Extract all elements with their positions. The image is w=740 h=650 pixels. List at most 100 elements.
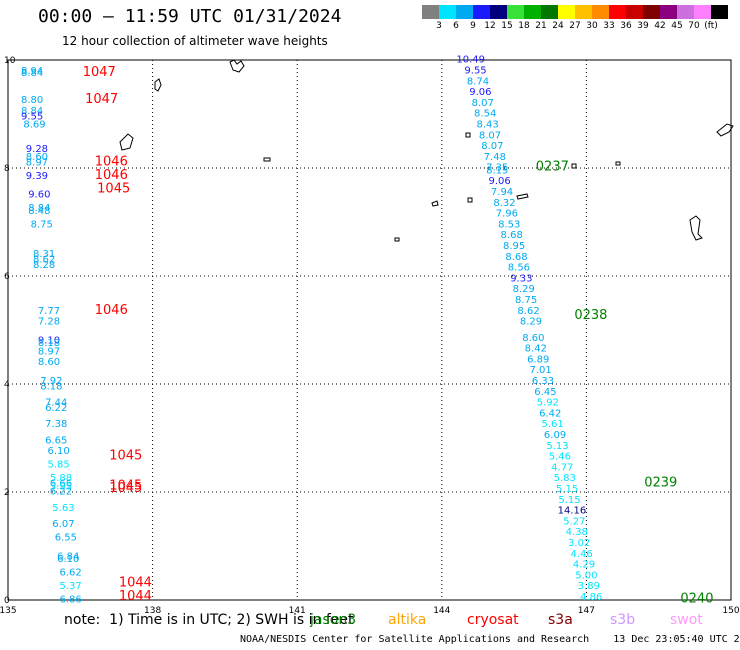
colorbar-swatch [626, 5, 643, 19]
wave-height-point: 9.06 [469, 87, 491, 98]
pass-time-label: 1046 [95, 303, 128, 318]
pass-time-label: 1045 [109, 481, 142, 496]
colorbar-swatch [694, 5, 711, 19]
colorbar-swatch [575, 5, 592, 19]
y-tick-label: 2 [4, 488, 10, 498]
wave-height-point: 6.62 [60, 568, 82, 579]
wave-height-point: 8.75 [515, 295, 537, 306]
wave-height-point: 8.97 [26, 157, 48, 168]
wave-height-point: 5.95 [50, 481, 72, 492]
wave-height-point: 8.32 [493, 198, 515, 209]
wave-height-point: 8.68 [501, 230, 523, 241]
colorbar-swatch [524, 5, 541, 19]
wave-height-point: 7.38 [45, 419, 67, 430]
wave-height-point: 5.00 [575, 570, 597, 581]
plot-frame [7, 59, 732, 601]
wave-height-point: 8.53 [498, 219, 520, 230]
y-tick-label: 10 [4, 56, 16, 66]
wave-height-point: 8.56 [508, 263, 530, 274]
legend-item-swot: swot [670, 612, 703, 628]
wave-height-point: 8.28 [33, 260, 55, 271]
wave-height-point: 5.37 [60, 581, 82, 592]
wave-height-point: 8.97 [38, 346, 60, 357]
wave-height-point: 6.84 [57, 552, 79, 563]
chart-subtitle: 12 hour collection of altimeter wave hei… [62, 34, 328, 48]
wave-height-point: 6.10 [47, 446, 69, 457]
wave-height-point: 6.22 [50, 487, 72, 498]
wave-height-point: 7.35 [486, 163, 508, 174]
wave-height-point: 8.84 [21, 106, 43, 117]
coastline-fragment [716, 123, 734, 137]
wave-height-point: 5.15 [558, 495, 580, 506]
colorbar-label: 15 [501, 21, 513, 31]
coastline-fragment [467, 197, 473, 203]
wave-height-point: 8.74 [467, 76, 489, 87]
colorbar-swatch [439, 5, 456, 19]
colorbar-label: 30 [586, 21, 598, 31]
colorbar-label: 39 [637, 21, 649, 31]
colorbar-swatch [609, 5, 626, 19]
footer-note: note: 1) Time is in UTC; 2) SWH is in fe… [64, 612, 354, 628]
wave-height-point: 6.89 [527, 354, 549, 365]
legend-item-s3b: s3b [610, 612, 636, 628]
wave-height-point: 8.54 [474, 109, 496, 120]
wave-height-point: 6.22 [45, 403, 67, 414]
wave-height-point: 9.10 [38, 336, 60, 347]
wave-height-point: 8.75 [31, 219, 53, 230]
colorbar-label: 12 [484, 21, 496, 31]
wave-height-point: 4.77 [551, 462, 573, 473]
wave-height-point: 6.07 [52, 519, 74, 530]
wave-height-point: 5.85 [47, 460, 69, 471]
wave-height-point: 6.55 [55, 533, 77, 544]
wave-height-point: 9.06 [489, 176, 511, 187]
colorbar-label: 36 [620, 21, 632, 31]
wave-height-point: 8.60 [38, 357, 60, 368]
wave-height-point: 5.15 [556, 484, 578, 495]
colorbar-label: 21 [535, 21, 547, 31]
wave-height-point: 7.77 [38, 306, 60, 317]
pass-time-label: 1044 [119, 576, 152, 591]
legend-item-jason3: jason3 [310, 612, 357, 628]
wave-height-point: 8.31 [33, 249, 55, 260]
colorbar-swatch [473, 5, 490, 19]
wave-height-point: 3.02 [568, 538, 590, 549]
colorbar-swatch [456, 5, 473, 19]
wave-height-point: 8.60 [522, 333, 544, 344]
pass-time-label: 0239 [644, 476, 677, 491]
wave-height-point: 4.38 [566, 527, 588, 538]
coastline-fragment [689, 215, 703, 241]
x-tick-label: 141 [289, 606, 306, 616]
wave-height-point: 8.07 [472, 98, 494, 109]
pass-time-label: 0240 [680, 592, 713, 607]
y-tick-label: 4 [4, 380, 10, 390]
wave-height-point: 8.68 [505, 252, 527, 263]
pass-time-label: 1044 [119, 589, 152, 604]
footer-credit: NOAA/NESDIS Center for Satellite Applica… [240, 634, 740, 645]
wave-height-point: 5.63 [52, 503, 74, 514]
pass-time-label: 1045 [109, 478, 142, 493]
wave-height-point: 5.61 [542, 419, 564, 430]
wave-height-point: 8.62 [517, 306, 539, 317]
wave-height-point: 9.55 [464, 66, 486, 77]
wave-height-point: 6.66 [50, 479, 72, 490]
wave-height-point: 8.15 [486, 165, 508, 176]
page-title: 00:00 – 11:59 UTC 01/31/2024 [38, 6, 342, 27]
wave-height-point: 8.42 [525, 344, 547, 355]
coastline-fragment [263, 157, 271, 162]
colorbar-label: 9 [470, 21, 476, 31]
colorbar-label: 3 [436, 21, 442, 31]
pass-time-label: 1046 [95, 154, 128, 169]
colorbar-swatch [541, 5, 558, 19]
colorbar-swatch [677, 5, 694, 19]
colorbar-swatch [507, 5, 524, 19]
wave-height-point: 9.60 [28, 190, 50, 201]
colorbar-label: 70 [688, 21, 700, 31]
wave-height-point: 7.28 [38, 317, 60, 328]
coastline-fragment [516, 193, 529, 200]
wave-height-point: 8.18 [38, 338, 60, 349]
wave-height-point: 8.48 [28, 206, 50, 217]
colorbar-label: 42 [654, 21, 666, 31]
wave-height-point: 6.86 [60, 595, 82, 606]
pass-time-label: 1046 [95, 168, 128, 183]
